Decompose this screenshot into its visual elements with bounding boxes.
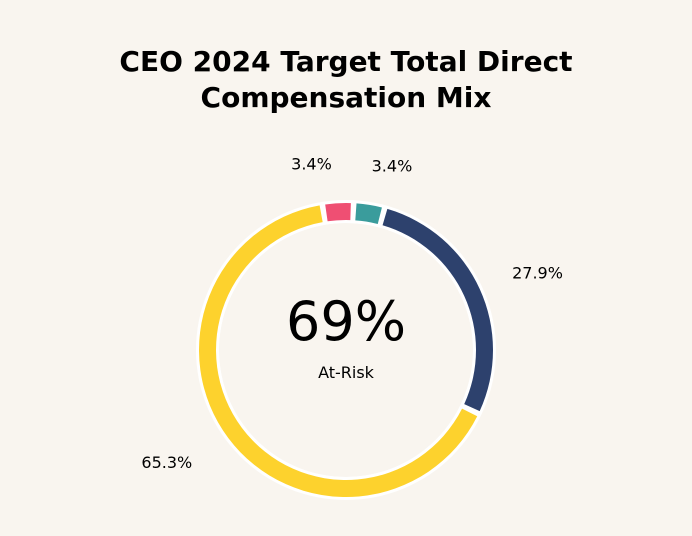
chart-title-line-2: Compensation Mix [200,81,492,114]
slice-label-1: 27.9% [512,263,563,282]
slice-labels: 3.4% 27.9% 65.3% 3.4% [141,154,563,472]
chart-title-line-1: CEO 2024 Target Total Direct [119,45,573,78]
center-label: At-Risk [318,363,375,382]
donut-inner-ring [216,220,476,480]
donut-hole [219,223,473,477]
donut-slice-1 [382,208,493,412]
donut-slices [196,200,496,500]
chart-title: CEO 2024 Target Total Direct Compensatio… [0,44,692,116]
slice-label-2: 65.3% [141,453,192,472]
center-value: 69% [286,290,406,353]
slice-label-0: 3.4% [372,156,413,175]
slice-label-3: 3.4% [291,154,332,173]
donut-slice-0 [355,203,382,224]
donut-slice-3 [325,203,351,222]
